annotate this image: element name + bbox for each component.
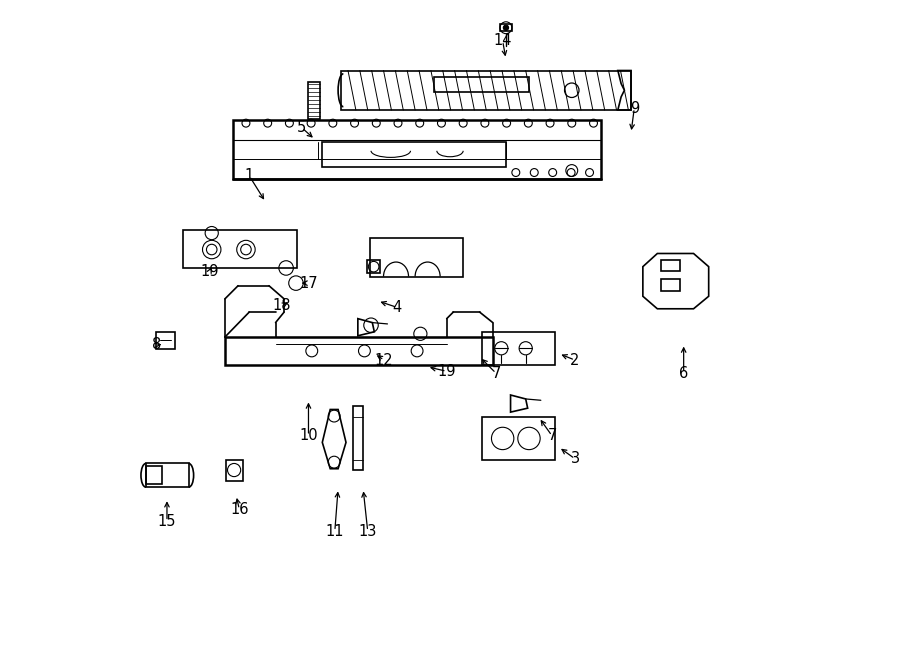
Text: 17: 17 — [299, 276, 318, 291]
Text: 16: 16 — [230, 502, 248, 517]
Text: 4: 4 — [392, 300, 402, 315]
Text: 1: 1 — [245, 169, 254, 183]
Text: 15: 15 — [158, 514, 176, 529]
Text: 10: 10 — [299, 428, 318, 444]
Circle shape — [503, 25, 508, 30]
Text: 13: 13 — [358, 524, 377, 539]
Text: 19: 19 — [201, 264, 219, 279]
Text: 18: 18 — [273, 298, 292, 313]
Text: 3: 3 — [571, 451, 580, 467]
Text: 12: 12 — [375, 352, 393, 368]
Text: 2: 2 — [571, 352, 580, 368]
Text: 5: 5 — [297, 120, 307, 136]
Text: 7: 7 — [491, 366, 500, 381]
Text: 7: 7 — [547, 428, 557, 444]
Text: 19: 19 — [437, 364, 456, 379]
Text: 11: 11 — [326, 524, 344, 539]
Text: 8: 8 — [152, 338, 162, 352]
Text: 14: 14 — [493, 34, 512, 48]
Text: 9: 9 — [630, 100, 639, 116]
Text: 6: 6 — [679, 366, 688, 381]
